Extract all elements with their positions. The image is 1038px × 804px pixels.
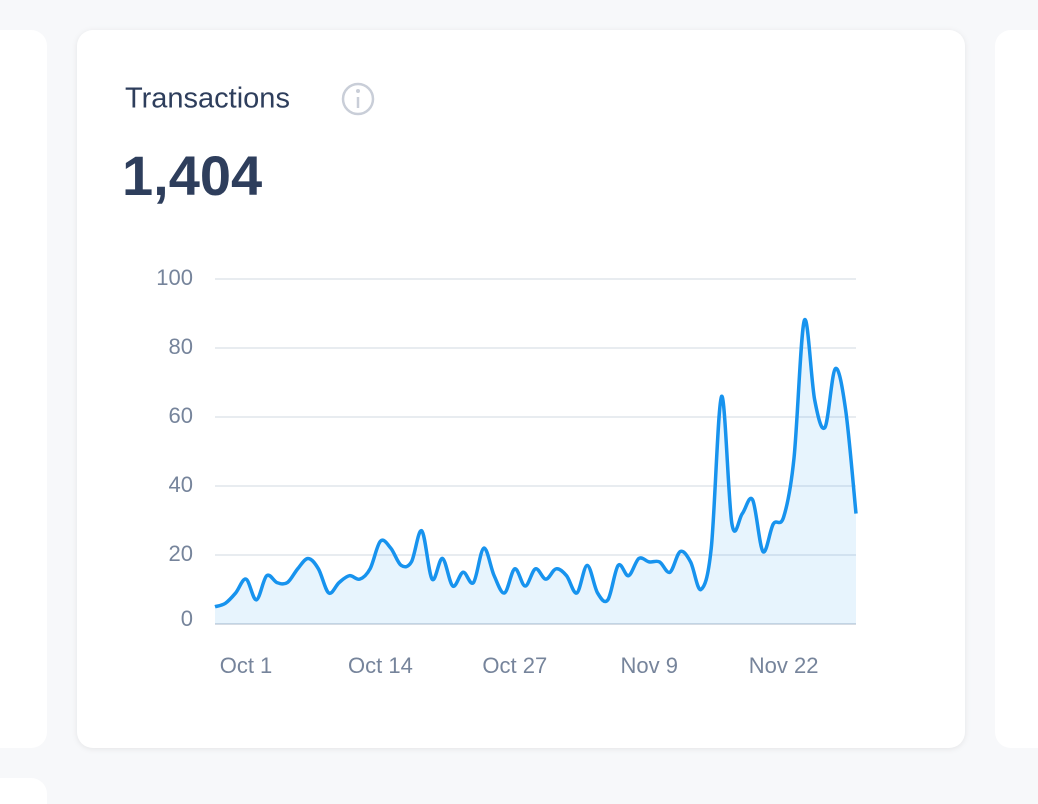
y-tick-label: 20 bbox=[169, 541, 193, 566]
x-tick-label: Oct 1 bbox=[220, 653, 273, 678]
card-title: Transactions bbox=[125, 83, 290, 115]
right-card bbox=[995, 30, 1038, 748]
bottom-card bbox=[0, 778, 47, 804]
y-tick-label: 40 bbox=[169, 472, 193, 497]
left-card bbox=[0, 30, 47, 748]
info-icon[interactable] bbox=[341, 82, 375, 116]
x-tick-label: Nov 9 bbox=[620, 653, 677, 678]
x-tick-label: Nov 22 bbox=[749, 653, 819, 678]
y-tick-label: 100 bbox=[156, 265, 193, 290]
plot: 0 20 40 60 80 100 Oct 1 Oct 14 Oct 27 Nov 9 Nov 22 bbox=[156, 265, 858, 678]
x-tick-label: Oct 14 bbox=[348, 653, 413, 678]
y-tick-label: 0 bbox=[181, 606, 193, 631]
x-tick-label: Oct 27 bbox=[482, 653, 547, 678]
line bbox=[214, 318, 858, 609]
y-tick-label: 80 bbox=[169, 334, 193, 359]
y-tick-label: 60 bbox=[169, 403, 193, 428]
total: 1,404 bbox=[122, 144, 262, 207]
